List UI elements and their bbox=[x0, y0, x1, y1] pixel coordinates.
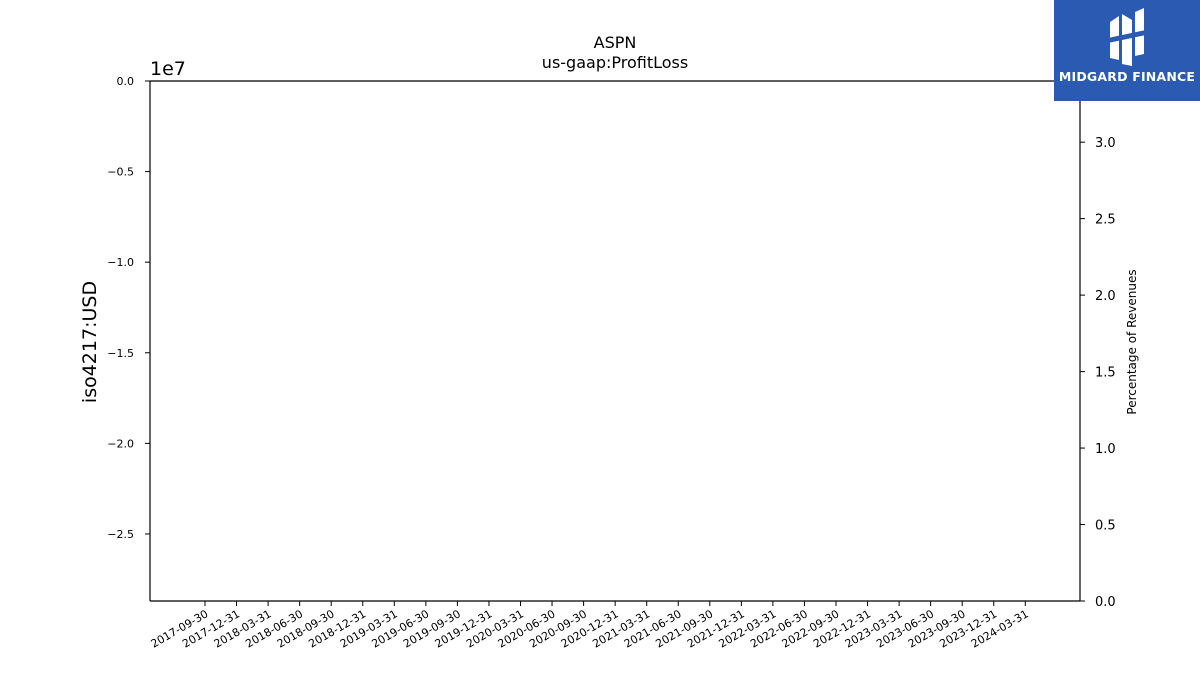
y2-tick-label: 3.0 bbox=[1095, 136, 1116, 151]
y-tick-label: 0.0 bbox=[117, 75, 135, 88]
y-tick-label: −0.5 bbox=[107, 166, 134, 179]
chart-subtitle: us-gaap:ProfitLoss bbox=[542, 53, 688, 72]
y2-axis-label: Percentage of Revenues bbox=[1125, 269, 1139, 414]
y-tick-label: −1.0 bbox=[107, 256, 134, 269]
y2-tick-label: 0.5 bbox=[1095, 519, 1116, 534]
y-tick-label: −1.5 bbox=[107, 347, 134, 360]
y-tick-label: −2.5 bbox=[107, 528, 134, 541]
y2-tick-label: 1.0 bbox=[1095, 442, 1116, 457]
y-offset-label: 1e7 bbox=[150, 58, 186, 80]
brand-logo: MIDGARD FINANCE bbox=[1054, 0, 1200, 101]
y2-tick-label: 1.5 bbox=[1095, 366, 1116, 381]
y-tick-label: −2.0 bbox=[107, 437, 134, 450]
midgard-logo-icon bbox=[1108, 8, 1146, 66]
y-axis-label: iso4217:USD bbox=[79, 281, 101, 403]
y2-tick-label: 2.5 bbox=[1095, 213, 1116, 228]
brand-name: MIDGARD FINANCE bbox=[1058, 69, 1196, 84]
y2-tick-label: 0.0 bbox=[1095, 595, 1116, 610]
chart-title: ASPN bbox=[594, 33, 637, 52]
y2-tick-label: 2.0 bbox=[1095, 289, 1116, 304]
